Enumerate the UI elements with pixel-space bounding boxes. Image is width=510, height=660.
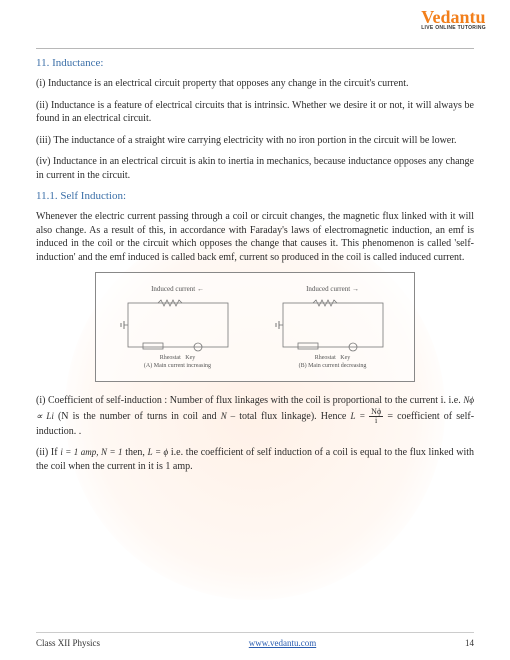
caption-left: (A) Main current increasing [144, 363, 211, 369]
page-number: 14 [465, 638, 474, 648]
arrow-left-icon: ← [197, 285, 204, 293]
page-container: Vedantu LIVE ONLINE TUTORING 11. Inducta… [0, 0, 510, 660]
rheostat-label-left: Rheostat [160, 355, 181, 361]
footer-left: Class XII Physics [36, 638, 100, 648]
component-labels-right: Rheostat Key [315, 355, 351, 361]
arrow-right-icon: → [352, 285, 359, 293]
caption-right: (B) Main current decreasing [299, 363, 367, 369]
induced-text-left: Induced current [151, 285, 195, 293]
induced-text-right: Induced current [306, 285, 350, 293]
circuit-svg-left [118, 295, 238, 355]
rheostat-label-right: Rheostat [315, 355, 336, 361]
brand-tagline: LIVE ONLINE TUTORING [421, 26, 486, 31]
page-footer: Class XII Physics www.vedantu.com 14 [36, 632, 474, 648]
brand-logo: Vedantu LIVE ONLINE TUTORING [421, 8, 486, 31]
s11-p3: (iii) The inductance of a straight wire … [36, 134, 474, 148]
coef-p2-c: then, [125, 447, 147, 458]
component-labels-left: Rheostat Key [160, 355, 196, 361]
frac-den: i [369, 417, 383, 425]
circuit-right: Induced current → Rheostat Key (B) Main … [263, 285, 403, 369]
key-label-left: Key [185, 355, 195, 361]
coef-p1-a: (i) Coefficient of self-induction : Numb… [36, 395, 463, 406]
coef-p1-d: N – [221, 410, 235, 420]
coef-p2-b: i = 1 amp, N = 1 [60, 447, 122, 457]
s11-p4: (iv) Inductance in an electrical circuit… [36, 155, 474, 182]
brand-name: Vedantu [421, 7, 485, 27]
circuit-left: Induced current ← Rheostat Key (A) Main … [108, 285, 248, 369]
s111-p1: Whenever the electric current passing th… [36, 210, 474, 264]
coef-p1-e: total flux linkage). Hence [239, 410, 350, 421]
induced-label-left: Induced current ← [151, 285, 204, 293]
coef-p2-a: (ii) If [36, 447, 60, 458]
induced-label-right: Induced current → [306, 285, 359, 293]
coef-p2-d: L = ϕ [148, 447, 169, 457]
section-11-heading: 11. Inductance: [36, 57, 474, 69]
coef-p2: (ii) If i = 1 amp, N = 1 then, L = ϕ i.e… [36, 446, 474, 473]
footer-link[interactable]: www.vedantu.com [249, 638, 316, 648]
coef-p1-f: L = [350, 410, 369, 420]
s11-p1: (i) Inductance is an electrical circuit … [36, 77, 474, 91]
section-11-1-heading: 11.1. Self Induction: [36, 190, 474, 202]
circuit-svg-right [273, 295, 393, 355]
coef-p1: (i) Coefficient of self-induction : Numb… [36, 394, 474, 438]
coef-p1-c: (N is the number of turns in coil and [58, 410, 221, 421]
header-rule [36, 48, 474, 49]
s11-p2: (ii) Inductance is a feature of electric… [36, 99, 474, 126]
fraction-icon: Nϕ i [369, 408, 383, 425]
circuit-figure: Induced current ← Rheostat Key (A) Main … [95, 272, 415, 382]
key-label-right: Key [340, 355, 350, 361]
